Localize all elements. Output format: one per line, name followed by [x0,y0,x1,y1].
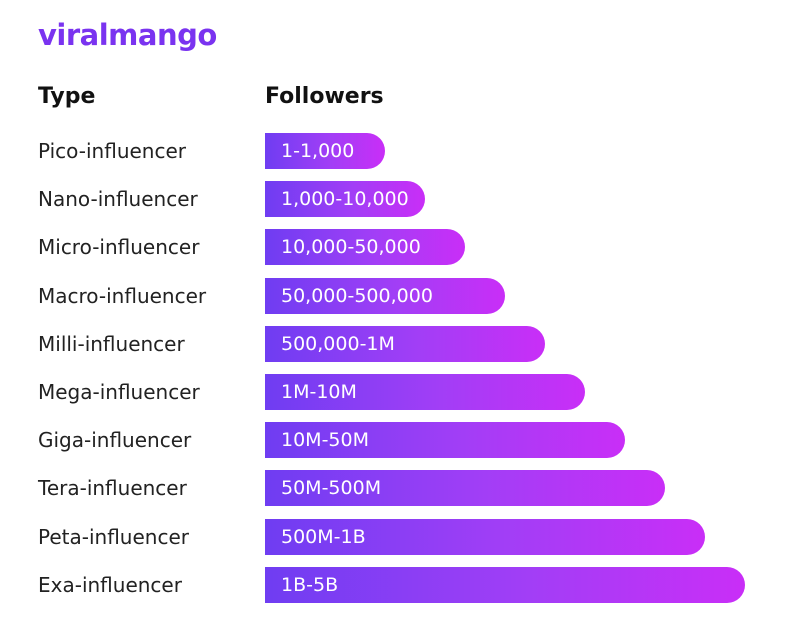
followers-bar: 1-1,000 [265,133,385,169]
followers-bar: 10,000-50,000 [265,229,465,266]
followers-bar: 500M-1B [265,518,705,555]
type-header: Type [38,84,96,109]
influencer-type: Exa-influencer [38,572,182,597]
followers-bar: 1B-5B [265,566,745,603]
influencer-type: Tera-influencer [38,476,187,501]
followers-bar: 1M-10M [265,374,585,410]
followers-bar: 1,000-10,000 [265,181,425,218]
followers-bar: 500,000-1M [265,325,545,362]
followers-bar: 50,000-500,000 [265,277,505,314]
influencer-type: Micro-influencer [38,235,200,260]
brand-logo: viralmango [38,18,217,52]
influencer-type: Giga-influencer [38,428,192,453]
influencer-type: Nano-influencer [38,187,198,212]
influencer-type: Mega-influencer [38,380,200,404]
influencer-type: Milli-influencer [38,331,185,356]
followers-bar: 10M-50M [265,422,625,459]
followers-header: Followers [265,84,384,109]
influencer-type: Peta-influencer [38,524,189,549]
influencer-type: Pico-influencer [38,139,187,163]
influencer-type: Macro-influencer [38,283,207,308]
followers-bar: 50M-500M [265,470,665,507]
